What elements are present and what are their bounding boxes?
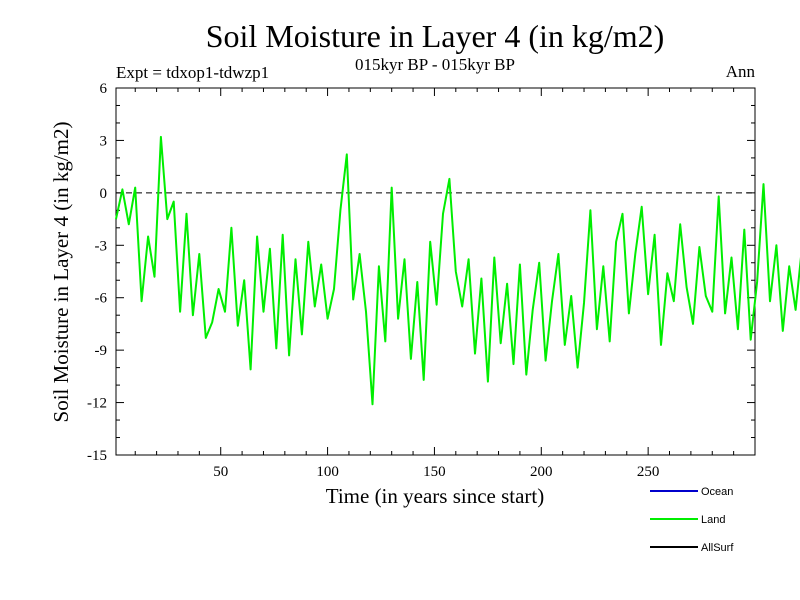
x-tick-label: 100 [316,464,339,480]
plot-frame [115,87,756,456]
y-tick-label: -9 [95,343,108,359]
y-tick-label: 3 [100,133,108,149]
legend-label-land: Land [701,514,725,526]
x-axis-label: Time (in years since start) [326,484,545,508]
legend-label-ocean: Ocean [701,486,733,498]
y-tick-label: -15 [87,448,107,464]
series-line-land [115,135,800,406]
chart-title: Soil Moisture in Layer 4 (in kg/m2) [206,18,665,54]
x-tick-label: 150 [423,464,446,480]
period-label: Ann [726,62,756,81]
x-tick-label: 250 [637,464,660,480]
legend: Ocean Land AllSurf [650,486,734,554]
legend-label-allsurf: AllSurf [701,542,734,554]
x-tick-label: 200 [530,464,553,480]
plot-area: -15 -12 -9 -6 -3 0 3 6 50 100 150 200 250 [87,81,800,480]
experiment-label: Expt = tdxop1-tdwzp1 [116,63,269,82]
y-tick-label: 0 [100,186,108,202]
x-tick-label: 50 [213,464,228,480]
y-axis-label: Soil Moisture in Layer 4 (in kg/m2) [49,122,73,423]
y-tick-label: -12 [87,396,107,412]
y-tick-label: -3 [95,238,108,254]
chart-subtitle: 015kyr BP - 015kyr BP [355,55,515,74]
y-tick-label: -6 [95,291,108,307]
y-tick-label: 6 [100,81,108,97]
